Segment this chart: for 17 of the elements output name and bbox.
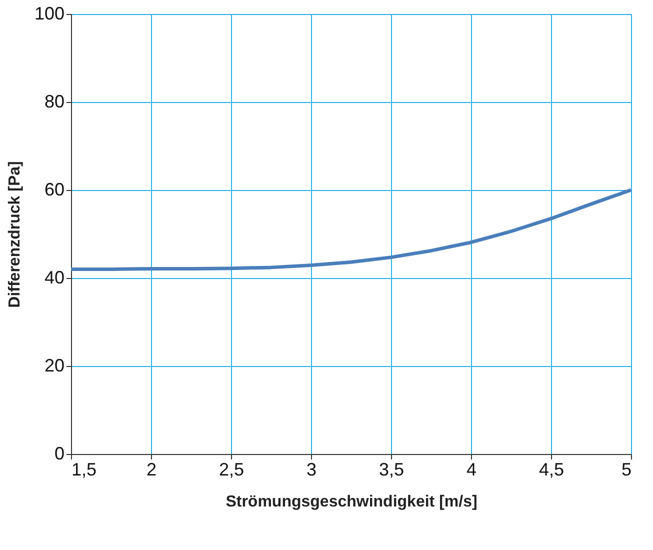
y-tick-label: 40 — [44, 268, 64, 288]
x-tick-label: 2 — [146, 460, 157, 480]
line-series — [69, 188, 633, 271]
y-tick-label: 100 — [34, 4, 64, 24]
y-tick-label: 60 — [44, 180, 64, 200]
y-tick-label: 20 — [44, 356, 64, 376]
x-tick-label: 3 — [306, 460, 317, 480]
y-tick-label: 0 — [54, 444, 64, 464]
x-tick-label: 2,5 — [218, 460, 244, 480]
x-axis-title: Strömungsgeschwindigkeit [m/s] — [226, 494, 478, 510]
y-axis-title: Differenzdruck [Pa] — [6, 161, 24, 308]
x-tick-label: 1,5 — [72, 460, 97, 480]
x-tick-label: 4,5 — [538, 460, 564, 480]
y-tick-label: 80 — [44, 92, 64, 112]
x-tick-label: 3,5 — [378, 460, 404, 480]
x-tick-label: 4 — [466, 460, 477, 480]
x-tick-label: 5 — [621, 460, 632, 480]
